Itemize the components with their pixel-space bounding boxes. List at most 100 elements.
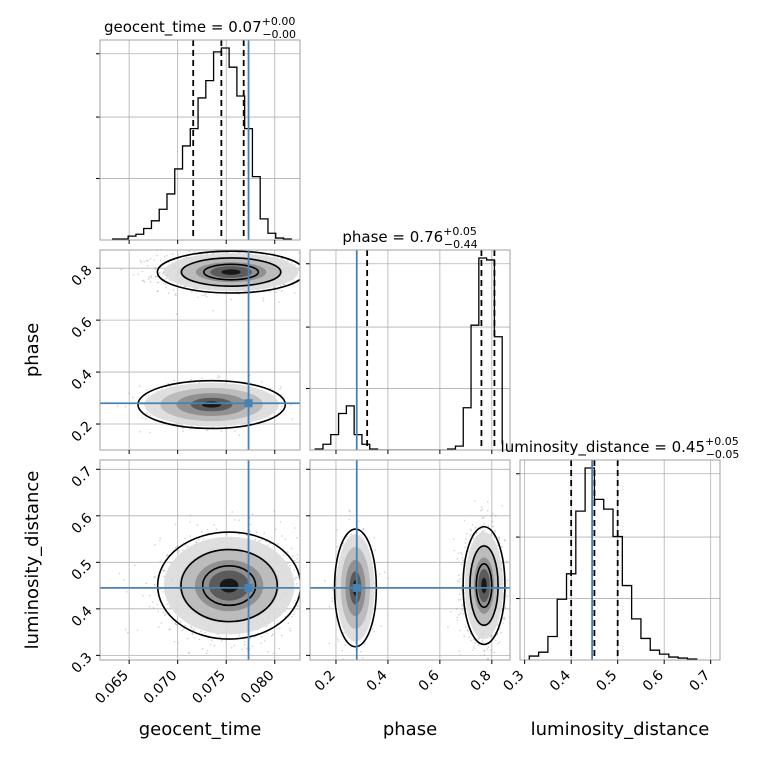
scatter-point — [252, 248, 254, 250]
contour-line — [156, 531, 300, 640]
title-minus: −0.00 — [262, 28, 296, 41]
scatter-point — [294, 599, 296, 602]
scatter-point — [456, 619, 459, 622]
scatter-point — [154, 575, 156, 578]
scatter-point — [461, 556, 464, 559]
scatter-point — [241, 648, 243, 651]
scatter-point — [459, 654, 462, 656]
scatter-point — [251, 645, 254, 647]
scatter-point — [193, 637, 196, 639]
scatter-point — [481, 639, 484, 642]
scatter-point — [312, 270, 314, 272]
scatter-point — [128, 392, 131, 395]
scatter-point — [145, 582, 148, 584]
scatter-point — [303, 558, 305, 560]
scatter-point — [294, 264, 296, 266]
density-level — [219, 578, 239, 593]
panel-inner — [310, 460, 510, 660]
scatter-point — [458, 629, 461, 632]
scatter-point — [332, 580, 334, 582]
scatter-point — [278, 301, 280, 303]
scatter-point — [492, 520, 494, 523]
scatter-point — [251, 513, 254, 515]
scatter-point — [267, 651, 270, 653]
scatter-point — [486, 501, 489, 503]
scatter-point — [363, 642, 366, 645]
scatter-point — [503, 539, 506, 541]
scatter-point — [481, 517, 484, 519]
scatter-point — [305, 566, 307, 568]
scatter-point — [453, 549, 456, 552]
scatter-point — [249, 530, 251, 532]
scatter-point — [295, 583, 298, 585]
scatter-point — [502, 622, 504, 624]
scatter-point — [453, 538, 455, 540]
scatter-point — [306, 588, 308, 590]
truth-marker — [244, 399, 253, 408]
scatter-point — [213, 644, 216, 647]
scatter-point — [165, 286, 168, 289]
scatter-point — [177, 253, 179, 256]
scatter-point — [279, 285, 282, 287]
scatter-point — [180, 621, 182, 623]
scatter-point — [137, 273, 140, 276]
contour-line — [180, 548, 279, 623]
scatter-point — [177, 642, 179, 644]
ytick-label-luminosity_distance: 0.5 — [69, 557, 96, 584]
scatter-point — [336, 529, 338, 531]
scatter-point — [289, 629, 292, 632]
scatter-point — [264, 640, 266, 642]
scatter-point — [287, 561, 290, 564]
scatter-point — [494, 529, 497, 532]
xtick-label-geocent_time: 0.075 — [189, 668, 229, 708]
scatter-point — [154, 266, 157, 269]
scatter-point — [487, 657, 489, 660]
scatter-point — [154, 275, 157, 278]
histogram-step-luminosity_distance — [528, 467, 698, 660]
scatter-point — [149, 414, 152, 417]
scatter-point — [262, 300, 265, 302]
scatter-point — [249, 523, 252, 526]
scatter-point — [291, 615, 293, 618]
scatter-point — [480, 509, 482, 512]
yaxis-label-luminosity_distance: luminosity_distance — [22, 471, 43, 650]
scatter-point — [460, 589, 463, 591]
scatter-point — [305, 599, 307, 601]
scatter-point — [465, 538, 467, 540]
scatter-point — [159, 560, 162, 563]
scatter-point — [278, 627, 281, 629]
scatter-point — [246, 534, 248, 537]
scatter-point — [449, 611, 452, 613]
scatter-point — [350, 533, 353, 536]
scatter-point — [286, 551, 289, 553]
scatter-point — [198, 638, 201, 640]
scatter-point — [306, 575, 308, 577]
scatter-point — [193, 628, 196, 631]
panel-frame — [309, 249, 511, 451]
scatter-point — [169, 628, 171, 631]
scatter-point — [308, 277, 310, 279]
scatter-point — [268, 416, 270, 419]
scatter-point — [459, 598, 462, 601]
scatter-point — [153, 584, 156, 586]
scatter-point — [468, 636, 471, 638]
scatter-point — [277, 288, 279, 291]
scatter-point — [269, 387, 272, 390]
scatter-point — [142, 279, 145, 282]
scatter-point — [289, 237, 291, 239]
scatter-point — [284, 538, 287, 541]
scatter-point — [280, 290, 283, 292]
scatter-point — [289, 627, 291, 630]
scatter-point — [191, 626, 193, 629]
scatter-point — [296, 558, 298, 560]
panel-frame — [99, 459, 301, 661]
scatter-point — [474, 500, 476, 502]
scatter-point — [165, 277, 168, 280]
scatter-point — [147, 394, 150, 397]
scatter-point — [310, 572, 312, 574]
scatter-point — [116, 405, 119, 407]
scatter-point — [163, 575, 165, 578]
scatter-point — [371, 628, 374, 631]
scatter-point — [295, 536, 298, 539]
ytick-label-luminosity_distance: 0.7 — [69, 464, 96, 491]
